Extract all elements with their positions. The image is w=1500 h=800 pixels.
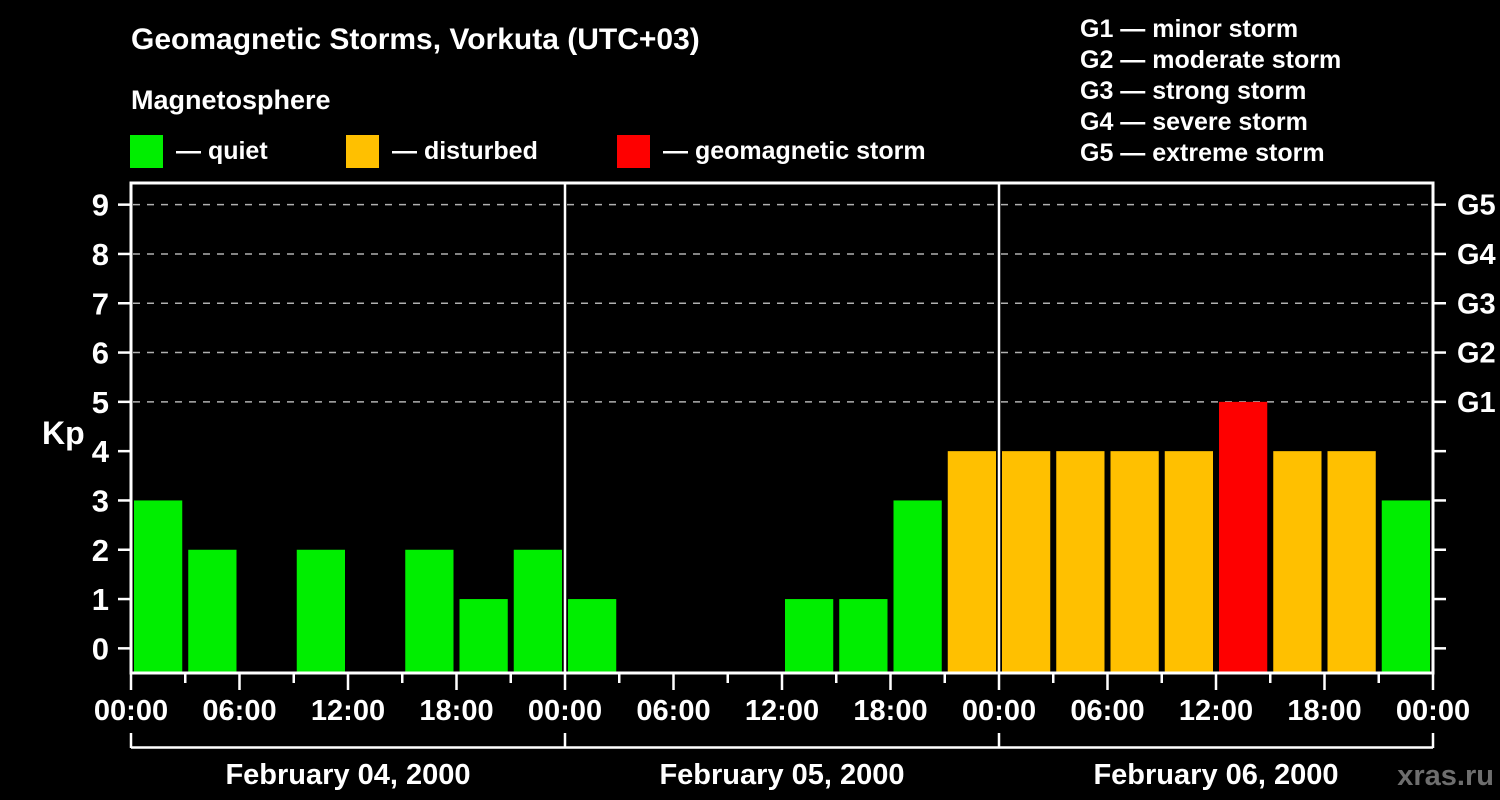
kp-bar — [1327, 451, 1376, 672]
g3-legend-line: G3 — strong storm — [1080, 77, 1307, 105]
kp-bar — [296, 549, 345, 672]
kp-bar — [188, 549, 237, 672]
kp-bar — [134, 500, 183, 672]
day-label-feb05: February 05, 2000 — [659, 759, 905, 791]
xras-watermark: xras.ru — [1397, 760, 1494, 792]
x-tick-label: 18:00 — [1287, 695, 1361, 727]
legend-item-disturbed: — disturbed — [346, 134, 538, 168]
x-tick-label: 18:00 — [853, 695, 927, 727]
right-axis-label-g3: G3 — [1457, 288, 1496, 320]
kp-bar — [1273, 451, 1322, 672]
g1-legend-line: G1 — minor storm — [1080, 15, 1299, 43]
page-title: Geomagnetic Storms, Vorkuta (UTC+03) — [131, 23, 700, 56]
y-tick-label: 6 — [92, 336, 109, 371]
g5-legend-line: G5 — extreme storm — [1080, 139, 1325, 167]
kp-bar — [1381, 500, 1430, 672]
kp-bar — [1056, 451, 1105, 672]
y-tick-label: 3 — [92, 483, 109, 518]
x-tick-label: 00:00 — [94, 695, 168, 727]
x-tick-label: 18:00 — [419, 695, 493, 727]
magnetosphere-label: Magnetosphere — [131, 85, 331, 115]
x-tick-label: 00:00 — [1396, 695, 1470, 727]
y-tick-label: 9 — [92, 188, 109, 223]
right-axis-label-g2: G2 — [1457, 338, 1496, 370]
y-tick-label: 0 — [92, 631, 109, 666]
kp-bar — [568, 599, 617, 672]
g4-legend-line: G4 — severe storm — [1080, 108, 1308, 136]
kp-bar — [513, 549, 562, 672]
quiet-color-swatch — [130, 134, 163, 168]
kp-bar — [459, 599, 508, 672]
kp-bar — [1219, 401, 1268, 672]
legend-quiet-label: — quiet — [176, 137, 268, 165]
kp-bar — [1110, 451, 1159, 672]
legend-item-storm: — geomagnetic storm — [617, 134, 926, 168]
x-tick-label: 00:00 — [962, 695, 1036, 727]
g-scale-legend: G1 — minor storm G2 — moderate storm G3 … — [1080, 14, 1341, 169]
x-tick-label: 06:00 — [636, 695, 710, 727]
y-axis-title: Kp — [42, 415, 85, 451]
storm-color-swatch — [617, 134, 650, 168]
x-tick-label: 00:00 — [528, 695, 602, 727]
x-tick-label: 12:00 — [1179, 695, 1253, 727]
x-tick-label: 12:00 — [745, 695, 819, 727]
right-axis-label-g5: G5 — [1457, 190, 1496, 222]
kp-bar — [839, 599, 888, 672]
kp-bar — [1002, 451, 1051, 672]
g2-legend-line: G2 — moderate storm — [1080, 46, 1342, 74]
y-tick-label: 7 — [92, 286, 109, 321]
kp-bar — [405, 549, 454, 672]
kp-bar — [893, 500, 942, 672]
kp-bar — [785, 599, 834, 672]
x-tick-label: 12:00 — [311, 695, 385, 727]
x-tick-label: 06:00 — [1070, 695, 1144, 727]
y-tick-label: 4 — [92, 434, 110, 469]
kp-bar — [1164, 451, 1213, 672]
kp-bar — [947, 451, 996, 672]
day-label-feb04: February 04, 2000 — [225, 759, 471, 791]
right-axis-label-g4: G4 — [1457, 239, 1496, 271]
right-axis-label-g1: G1 — [1457, 387, 1496, 419]
y-tick-label: 1 — [92, 582, 109, 617]
legend-disturbed-label: — disturbed — [392, 137, 538, 165]
day-label-feb06: February 06, 2000 — [1093, 759, 1339, 791]
legend-item-quiet: — quiet — [130, 134, 268, 168]
y-tick-label: 8 — [92, 237, 109, 272]
y-tick-label: 5 — [92, 385, 109, 420]
y-tick-label: 2 — [92, 533, 109, 568]
disturbed-color-swatch — [346, 134, 379, 168]
legend-storm-label: — geomagnetic storm — [663, 137, 926, 165]
x-tick-label: 06:00 — [202, 695, 276, 727]
